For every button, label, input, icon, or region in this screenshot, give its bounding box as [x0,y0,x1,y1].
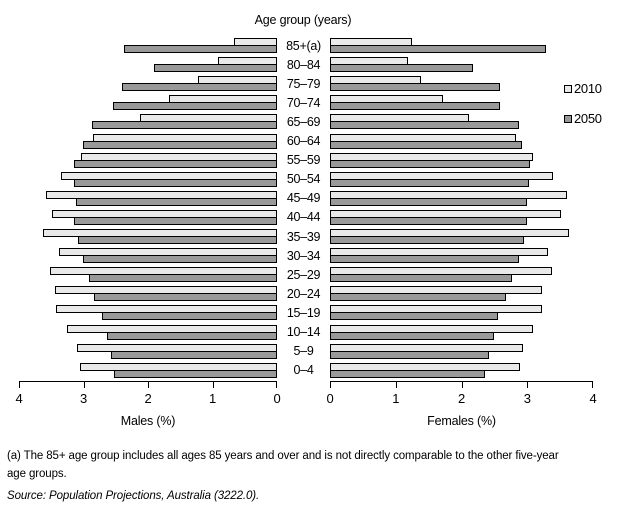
bar-female-2050 [330,140,522,149]
bar-male-2050 [113,102,277,111]
age-group-label: 20–24 [286,286,321,301]
male-x-axis: 4 3 2 1 0 [15,381,281,412]
axis-tick-label: 1 [392,391,400,406]
bar-female-2050 [330,293,506,302]
legend-swatch-2010 [564,85,572,93]
bar-male-2050 [77,236,277,244]
age-group-label: 75–79 [286,76,321,91]
age-group-label: 85+(a) [286,38,321,53]
age-group-label: 45–49 [286,191,321,206]
age-group-label: 25–29 [286,267,321,282]
bar-female-2050 [330,312,499,321]
age-group-label: 60–64 [286,134,321,148]
bar-female-2050 [330,159,530,168]
legend-item-2050: 2050 [564,112,602,126]
bar-male-2050 [106,331,277,340]
age-group-label: 80–84 [286,57,321,72]
age-group-label: 50–54 [286,172,321,187]
axis-tick [148,382,149,388]
bar-male-2050 [94,293,277,302]
axis-tick-label: 2 [144,391,152,406]
chart-title: Age group (years) [254,13,352,27]
legend-swatch-2050 [564,115,572,123]
axis-tick [212,382,214,388]
age-group-label: 35–39 [286,229,321,244]
age-group-label: 0–4 [293,363,314,378]
age-group-label: 5–9 [293,344,314,359]
bar-female-2050 [330,350,490,359]
axis-tick-label: 0 [273,391,281,406]
axis-tick-label: 3 [80,391,87,406]
bar-male-2050 [153,64,277,73]
bar-male-2050 [76,197,277,206]
bar-male-2050 [82,140,277,149]
bar-male-2050 [88,274,277,283]
bar-male-2050 [74,178,277,187]
female-bars-area [330,38,593,378]
axis-tick-label: 2 [458,391,465,406]
bar-female-2050 [330,274,513,283]
axis-tick [83,382,85,388]
bar-female-2050 [330,331,494,340]
footnote: (a) The 85+ age group includes all ages … [7,450,559,480]
bar-male-2050 [82,255,277,264]
bar-female-2050 [330,216,528,225]
bar-female-2050 [330,369,486,378]
age-group-label: 70–74 [286,95,321,110]
legend: 2010 2050 [564,82,602,142]
axis-tick-label: 4 [15,391,23,406]
axis-tick [330,382,331,388]
bar-female-2050 [330,255,519,264]
axis-tick [395,382,397,388]
axis-tick-label: 1 [209,391,216,406]
bar-female-2050 [330,64,473,73]
bar-male-2050 [101,312,277,321]
male-bars-area [19,38,277,378]
bar-female-2050 [330,121,519,130]
bar-female-2050 [330,83,501,92]
axis-tick [527,382,529,388]
bar-female-2050 [330,197,527,206]
bar-male-2050 [74,159,277,168]
bar-male-2050 [123,45,277,53]
bar-male-2050 [74,216,277,225]
axis-tick-label: 4 [589,391,597,406]
axis-tick [276,382,277,388]
legend-label-2050: 2050 [574,111,602,126]
bar-male-2050 [91,121,277,130]
age-group-label: 30–34 [286,248,321,263]
bar-female-2050 [330,178,529,187]
age-group-label: 40–44 [286,210,321,225]
legend-label-2010: 2010 [574,81,602,96]
bar-male-2050 [110,350,277,359]
bar-female-2050 [330,236,524,244]
legend-item-2010: 2010 [564,82,602,96]
male-axis-title: Males (%) [120,414,176,428]
age-group-label: 65–69 [286,114,321,129]
age-group-labels-column: 85+(a) 80–84 75–79 70–74 65–69 60–64 55–59 50–5… [277,38,330,378]
axis-tick [461,382,463,388]
bar-female-2050 [330,45,547,53]
axis-tick-label: 0 [326,391,334,406]
female-x-axis: 0 1 2 3 4 [326,381,597,412]
female-axis-title: Females (%) [427,414,496,428]
source-note: Source: Population Projections, Australi… [7,490,260,502]
age-group-label: 15–19 [286,305,321,320]
bar-male-2050 [114,369,277,378]
axis-tick-label: 3 [523,391,531,406]
age-group-label: 10–14 [286,325,321,339]
bar-male-2050 [122,83,277,92]
bar-female-2050 [330,102,501,111]
axis-tick [592,382,593,388]
axis-tick [19,382,20,388]
age-group-label: 55–59 [286,153,321,168]
